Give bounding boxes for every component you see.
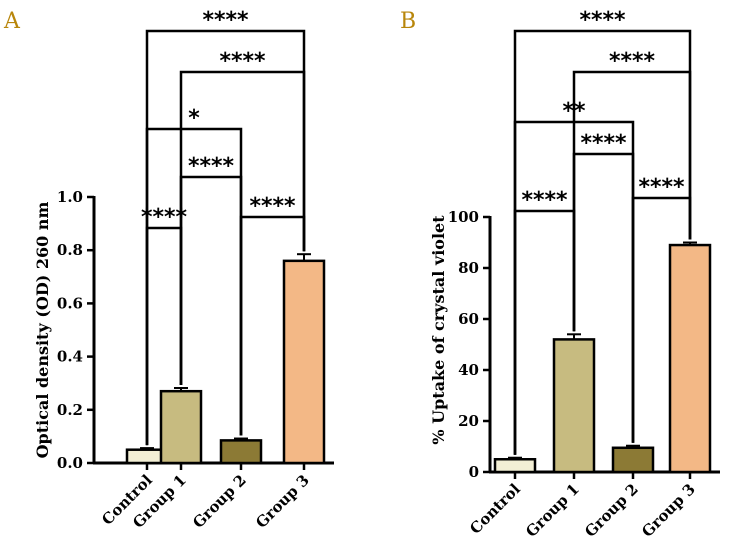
panel-a-bar [159, 389, 203, 465]
panel-a-sig-label: **** [141, 205, 188, 230]
panel-a-y-tick-label: 0.6 [57, 294, 83, 312]
panel-a: A Optical density (OD) 260 nm 0.0 0.2 0.4 0… [3, 8, 334, 532]
panel-b: B % Uptake of crystal violet 0 20 40 60 80 10… [400, 8, 720, 541]
panel-a-bar [282, 259, 326, 465]
panel-b-category-label: Group 3 [638, 480, 699, 541]
panel-b-bar [493, 458, 537, 474]
panel-b-sig-label: **** [521, 188, 568, 213]
panel-a-sig-label: * [188, 106, 200, 131]
panel-b-sig-label: **** [609, 49, 656, 74]
panel-a-sig-label: **** [249, 194, 296, 219]
panel-a-y-axis-title: Optical density (OD) 260 nm [33, 202, 52, 459]
panel-a-bar [219, 439, 263, 465]
panel-a-y-tick-label: 0.0 [57, 454, 83, 472]
panel-a-category-label: Group 2 [189, 471, 250, 532]
panel-a-y-tick-label: 1.0 [57, 188, 83, 206]
panel-b-y-axis-title: % Uptake of crystal violet [429, 215, 448, 445]
panel-a-sig-bracket [145, 29, 306, 446]
panel-b-sig-label: **** [580, 131, 627, 156]
panel-a-sig-label: **** [188, 154, 235, 179]
panel-a-category-label: Group 3 [252, 471, 313, 532]
panel-b-y-tick-label: 40 [458, 361, 479, 379]
panel-b-sig-label: **** [579, 8, 626, 33]
panel-b-y-tick-label: 100 [448, 208, 479, 226]
panel-a-y-tick-label: 0.8 [57, 241, 83, 259]
panel-b-sig-bracket [513, 29, 692, 455]
panel-a-sig-label: **** [219, 49, 266, 74]
panel-a-y-tick-label: 0.4 [57, 348, 83, 366]
panel-b-letter: B [400, 9, 416, 34]
panel-b-sig-label: **** [638, 175, 685, 200]
panel-a-y-tick-label: 0.2 [57, 401, 83, 419]
panel-b-bar [668, 243, 712, 474]
panel-b-category-label: Group 1 [522, 480, 583, 541]
panel-b-y-tick-label: 80 [458, 259, 479, 277]
panel-b-bar [552, 338, 596, 474]
panel-b-category-label: Control [466, 480, 524, 538]
panel-b-category-label: Group 2 [581, 480, 642, 541]
panel-b-bar [611, 446, 655, 474]
panel-b-y-tick-label: 0 [469, 463, 479, 481]
panel-b-y-tick-label: 20 [458, 412, 479, 430]
panel-a-sig-label: **** [202, 8, 249, 33]
panel-b-y-tick-label: 60 [458, 310, 479, 328]
panel-a-letter: A [3, 9, 21, 34]
